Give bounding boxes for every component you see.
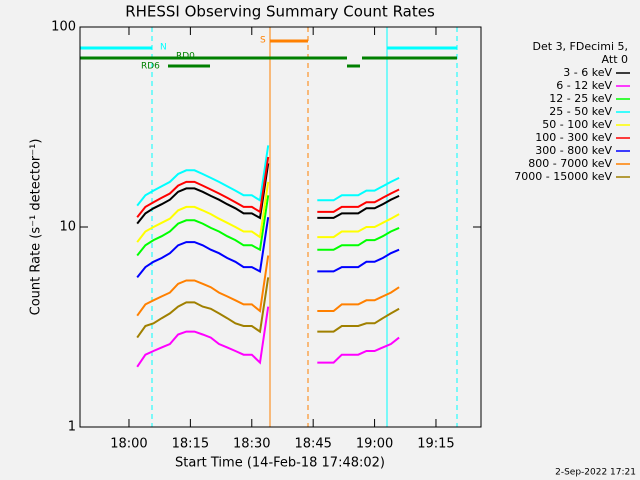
series-line	[136, 195, 400, 257]
legend-title: Att 0	[602, 53, 628, 66]
y-tick-label: 100	[51, 20, 76, 35]
legend-title: Det 3, FDecimi 5,	[533, 40, 628, 53]
y-tick-label: 1	[68, 420, 76, 435]
series-line	[136, 181, 400, 243]
series-line	[136, 163, 400, 225]
series-line	[136, 255, 400, 317]
legend-label: 3 - 6 keV	[563, 66, 612, 79]
timestamp: 2-Sep-2022 17:21	[555, 468, 636, 478]
legend-label: 50 - 100 keV	[542, 118, 612, 131]
x-tick-label: 18:45	[294, 437, 331, 452]
x-tick-label: 18:30	[233, 437, 270, 452]
legend-label: 7000 - 15000 keV	[514, 170, 612, 183]
legend-label: 800 - 7000 keV	[528, 157, 612, 170]
annotations: N S RD0 RD6	[79, 27, 458, 427]
series-line	[136, 217, 400, 279]
y-axis-label: Count Rate (s⁻¹ detector⁻¹)	[29, 139, 44, 316]
flag-label: S	[260, 36, 266, 46]
flag-label: RD0	[176, 52, 195, 62]
series-line	[136, 277, 400, 339]
series-line	[136, 145, 400, 207]
x-axis-label: Start Time (14-Feb-18 17:48:02)	[175, 456, 385, 471]
x-tick-label: 18:00	[110, 437, 147, 452]
series-line	[136, 306, 400, 368]
legend-label: 12 - 25 keV	[549, 92, 612, 105]
legend-label: 100 - 300 keV	[535, 131, 612, 144]
x-tick-label: 18:15	[172, 437, 209, 452]
legend-label: 300 - 800 keV	[535, 144, 612, 157]
x-tick-label: 19:00	[356, 437, 393, 452]
chart-title: RHESSI Observing Summary Count Rates	[125, 3, 435, 21]
flag-label: N	[160, 43, 167, 53]
x-tick-label: 19:15	[417, 437, 454, 452]
series-line	[136, 156, 400, 218]
plot-frame	[79, 26, 482, 428]
legend-label: 25 - 50 keV	[549, 105, 612, 118]
legend-label: 6 - 12 keV	[556, 79, 612, 92]
y-tick-label: 10	[59, 220, 76, 235]
flag-label: RD6	[141, 62, 160, 72]
